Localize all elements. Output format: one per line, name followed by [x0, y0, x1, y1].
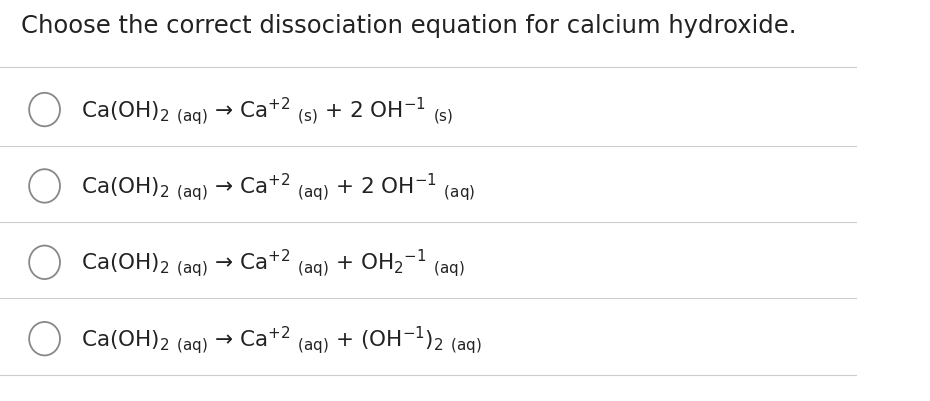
Text: Ca(OH)$_2$ $_{\mathregular{(aq)}}$ → Ca$^{+2}$ $_{\mathregular{(aq)}}$ + OH$_2$$: Ca(OH)$_2$ $_{\mathregular{(aq)}}$ → Ca$…	[82, 247, 465, 279]
Text: Ca(OH)$_2$ $_{\mathregular{(aq)}}$ → Ca$^{+2}$ $_{\mathregular{(s)}}$ + 2 OH$^{-: Ca(OH)$_2$ $_{\mathregular{(aq)}}$ → Ca$…	[82, 94, 454, 126]
Text: Ca(OH)$_2$ $_{\mathregular{(aq)}}$ → Ca$^{+2}$ $_{\mathregular{(aq)}}$ + 2 OH$^{: Ca(OH)$_2$ $_{\mathregular{(aq)}}$ → Ca$…	[82, 170, 475, 203]
Text: Ca(OH)$_2$ $_{\mathregular{(aq)}}$ → Ca$^{+2}$ $_{\mathregular{(aq)}}$ + (OH$^{-: Ca(OH)$_2$ $_{\mathregular{(aq)}}$ → Ca$…	[82, 323, 483, 355]
Text: Choose the correct dissociation equation for calcium hydroxide.: Choose the correct dissociation equation…	[21, 14, 797, 38]
